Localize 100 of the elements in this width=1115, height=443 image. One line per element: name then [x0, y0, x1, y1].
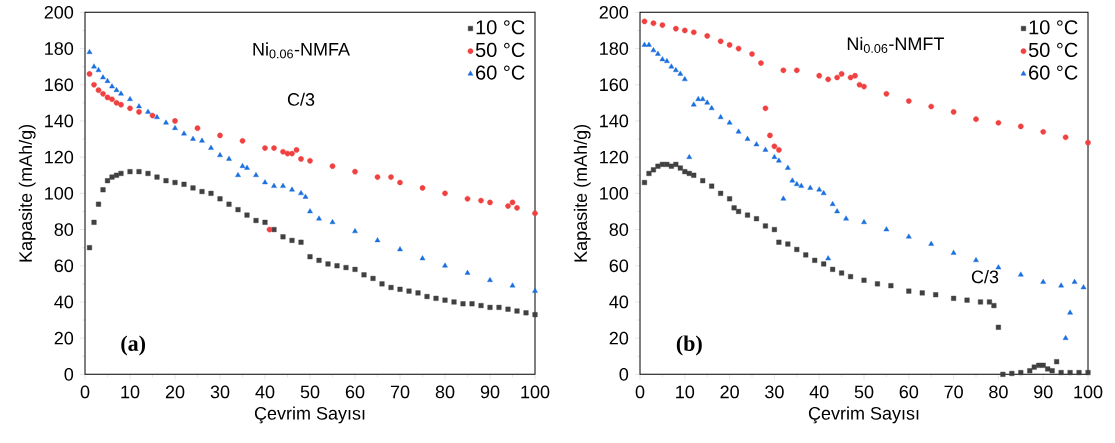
point: [118, 90, 124, 96]
point: [208, 190, 214, 196]
point: [794, 180, 800, 186]
x-tick-label: 0: [635, 385, 645, 399]
point: [460, 301, 466, 307]
y-tick-label: 160: [600, 78, 629, 91]
point: [266, 226, 273, 233]
point: [776, 157, 782, 163]
y-tick-label: 0: [619, 367, 629, 381]
point: [118, 101, 124, 108]
point: [933, 292, 939, 298]
y-tick-label: 200: [44, 5, 74, 19]
point: [973, 256, 979, 262]
point: [523, 310, 529, 316]
point: [329, 218, 336, 224]
point: [496, 304, 502, 310]
point: [1058, 369, 1064, 375]
point: [172, 117, 178, 124]
point: [776, 239, 782, 245]
point: [190, 135, 196, 141]
annotation: (b): [676, 335, 702, 356]
point: [762, 223, 768, 229]
point: [650, 167, 656, 173]
point: [1018, 369, 1024, 375]
point: [830, 266, 836, 272]
point: [253, 217, 259, 223]
point: [852, 72, 858, 79]
point: [514, 204, 520, 211]
point: [834, 74, 840, 81]
point: [104, 77, 111, 83]
point: [127, 168, 133, 174]
point: [487, 199, 493, 206]
point: [883, 226, 890, 232]
point: [1080, 284, 1087, 290]
point: [834, 208, 840, 213]
point: [951, 295, 957, 301]
y-tick-label: 140: [45, 114, 74, 128]
point: [1071, 278, 1078, 284]
legend-label: 10 °C: [476, 20, 525, 35]
point: [532, 210, 538, 216]
point: [664, 161, 670, 167]
x-tick-label: 90: [480, 385, 500, 399]
point: [280, 182, 286, 188]
point: [839, 270, 845, 276]
point: [995, 119, 1002, 126]
point: [888, 283, 894, 288]
point: [91, 81, 97, 88]
x-tick-label: 20: [720, 385, 739, 399]
y-tick-label: 80: [54, 223, 74, 236]
point: [514, 308, 520, 314]
x-tick-label: 10: [121, 385, 140, 399]
point: [1036, 362, 1042, 368]
point: [691, 172, 697, 178]
point: [771, 226, 777, 232]
point: [109, 174, 115, 180]
point: [113, 86, 120, 92]
x-tick-label: 0: [80, 385, 90, 399]
point: [928, 240, 935, 246]
point: [388, 284, 394, 290]
point: [95, 87, 102, 93]
point: [302, 193, 309, 199]
point: [194, 125, 201, 131]
y-tick-label: 40: [54, 295, 74, 309]
point: [717, 113, 724, 119]
point: [1009, 370, 1015, 376]
point: [217, 151, 223, 157]
point: [352, 168, 358, 175]
point: [726, 41, 733, 48]
legend-label: 10 °C: [1029, 20, 1078, 35]
point: [838, 70, 845, 77]
point: [735, 128, 742, 134]
point: [1018, 123, 1024, 130]
point: [816, 186, 823, 192]
point: [239, 162, 246, 168]
y-tick-label: 0: [64, 367, 74, 381]
point: [361, 272, 367, 278]
point: [659, 22, 666, 28]
y-tick-label: 60: [609, 259, 629, 272]
point: [825, 255, 831, 261]
point: [789, 177, 796, 183]
point: [785, 164, 791, 170]
point: [986, 299, 992, 305]
point: [771, 143, 778, 149]
point: [803, 252, 809, 258]
point: [950, 108, 957, 115]
annotation: (a): [121, 335, 146, 356]
point: [154, 174, 160, 180]
point: [298, 156, 304, 162]
point: [100, 74, 106, 80]
y-tick-label: 180: [600, 42, 629, 55]
y-tick-label: 120: [45, 150, 74, 164]
point: [163, 119, 169, 125]
point: [289, 237, 295, 243]
point: [861, 277, 867, 283]
point: [690, 29, 697, 35]
legend-label: 60 °C: [476, 65, 525, 80]
point: [1067, 369, 1073, 375]
point: [280, 148, 286, 155]
point: [762, 105, 769, 111]
point: [682, 27, 688, 34]
